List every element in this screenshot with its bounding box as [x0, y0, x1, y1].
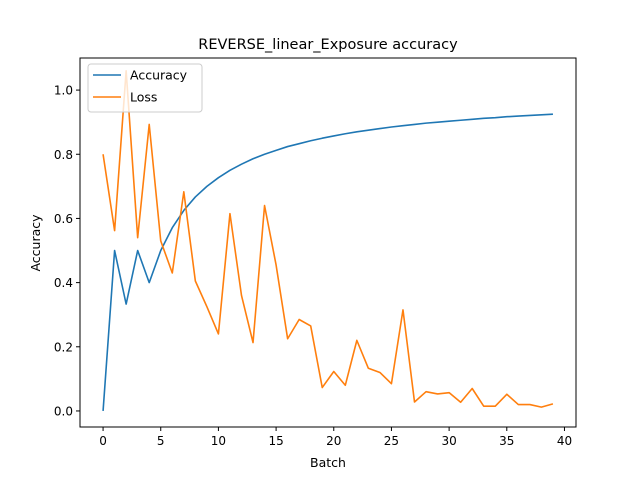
y-tick-label: 0.4: [54, 276, 73, 290]
x-tick-label: 25: [384, 434, 399, 448]
x-tick-label: 0: [99, 434, 107, 448]
x-tick-label: 5: [157, 434, 165, 448]
accuracy-line: [102, 113, 553, 412]
y-tick-label: 0.6: [54, 212, 73, 226]
chart-title: REVERSE_linear_Exposure accuracy: [198, 37, 458, 53]
x-tick-label: 30: [441, 434, 456, 448]
legend-box: [87, 63, 203, 113]
y-axis-label: Accuracy: [28, 214, 43, 272]
loss-line: [102, 70, 554, 408]
y-tick-label: 0.8: [54, 148, 73, 162]
x-tick-label: 40: [557, 434, 572, 448]
x-tick-label: 35: [499, 434, 514, 448]
legend-label-loss: Loss: [130, 90, 157, 105]
legend: Accuracy Loss: [87, 63, 203, 113]
y-tick-label: 1.0: [54, 84, 73, 98]
x-tick-label: 20: [326, 434, 341, 448]
x-tick-label: 10: [211, 434, 226, 448]
plot-area: 0 5 10 15 20 25 30 35 40 0.0 0.2 0.4 0.6 0.8 1.0: [54, 70, 572, 448]
y-tick-label: 0.0: [54, 404, 73, 418]
axes-frame: [79, 57, 577, 428]
x-tick-label: 15: [268, 434, 283, 448]
legend-label-accuracy: Accuracy: [130, 68, 188, 83]
x-axis-label: Batch: [310, 455, 346, 470]
y-tick-label: 0.2: [54, 340, 73, 354]
